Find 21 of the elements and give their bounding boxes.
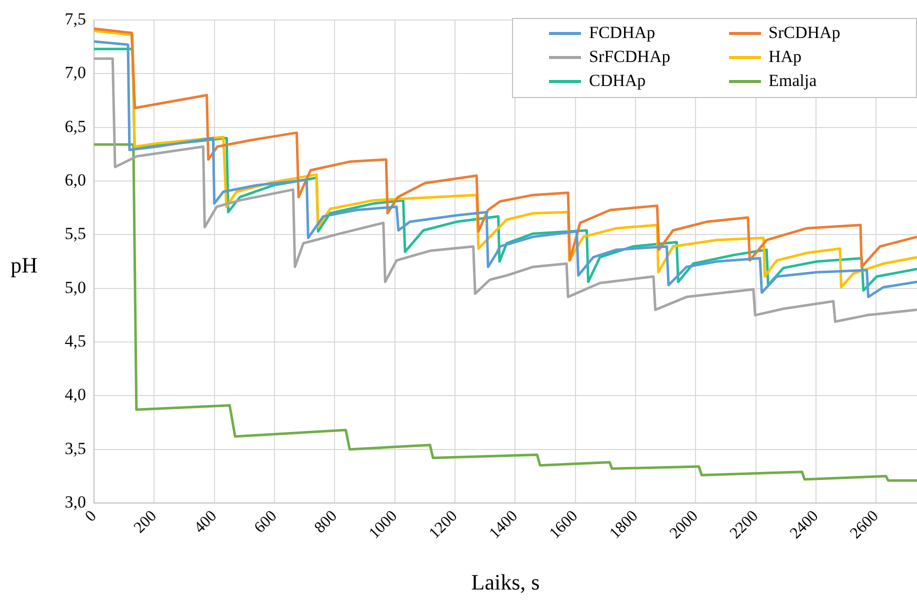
legend-label: Emalja xyxy=(768,71,817,91)
y-tick-label: 5,5 xyxy=(64,224,86,244)
y-tick-label: 5,0 xyxy=(64,278,86,297)
x-tick-label: 600 xyxy=(251,508,280,537)
y-tick-label: 6,0 xyxy=(64,170,86,190)
y-tick-label: 4,0 xyxy=(64,385,86,404)
y-tick-label: 7,0 xyxy=(64,63,86,82)
y-tick-label: 6,5 xyxy=(64,116,86,136)
y-tick-label: 4,5 xyxy=(64,331,86,350)
legend-label: SrCDHAp xyxy=(768,23,840,43)
x-tick-label: 400 xyxy=(191,508,220,537)
legend-label: HAp xyxy=(768,47,802,67)
y-tick-label: 3,5 xyxy=(64,438,86,458)
y-axis-title: pH xyxy=(10,252,38,278)
x-tick-label: 200 xyxy=(130,508,160,537)
legend-label: CDHAp xyxy=(589,71,646,91)
legend-label: FCDHAp xyxy=(589,23,656,43)
y-tick-label: 7,5 xyxy=(64,9,86,28)
x-tick-label: 800 xyxy=(311,508,340,537)
x-axis-title: Laiks, s xyxy=(471,570,540,595)
legend-label: SrFCDHAp xyxy=(589,47,670,67)
